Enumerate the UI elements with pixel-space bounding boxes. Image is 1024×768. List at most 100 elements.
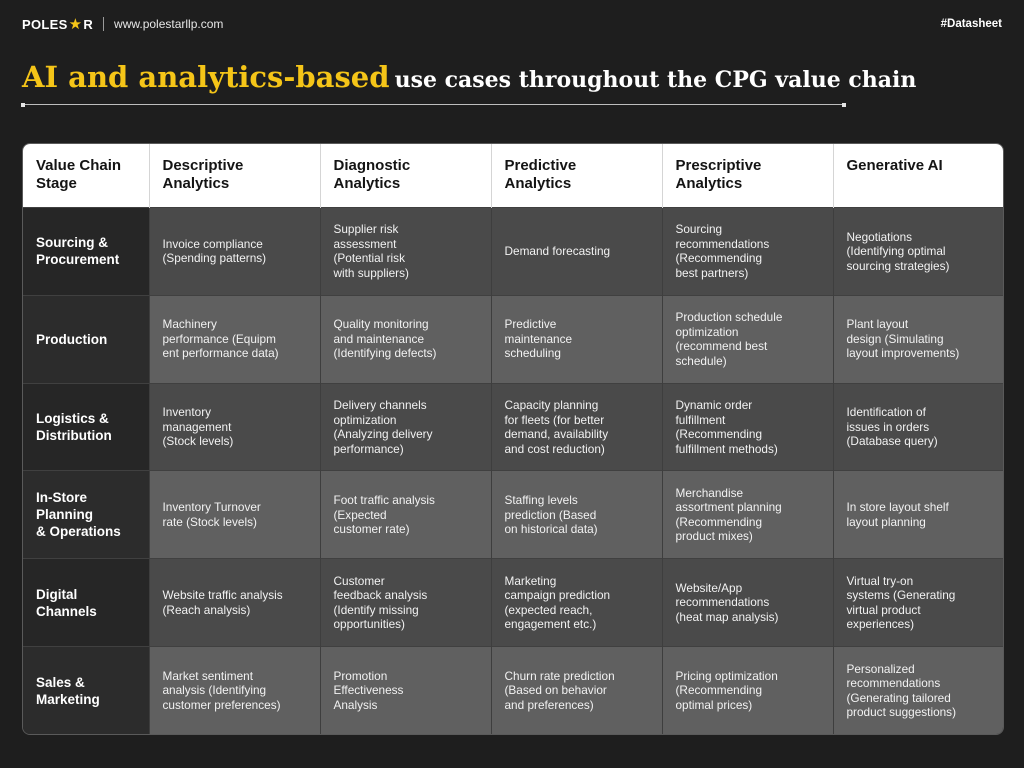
cell-text: Dynamic order fulfillment (Recommending … [675,398,778,456]
table-cell: Production schedule optimization (recomm… [662,294,834,384]
cell-text: Market sentiment analysis (Identifying c… [162,668,281,712]
cell-text: Demand forecasting [504,244,611,259]
cell-text: Delivery channels optimization (Analyzin… [333,398,433,456]
star-icon: ★ [68,15,83,33]
cell-text: Production schedule optimization (recomm… [675,310,783,368]
table-cell: Pricing optimization (Recommending optim… [662,646,834,734]
cell-text: Website/App recommendations (heat map an… [675,580,779,624]
table-cell: Plant layout design (Simulating layout i… [833,294,1003,384]
header-label: Descriptive Analytics [162,157,244,192]
stage-cell: Digital Channels [23,558,150,647]
table-cell: Predictive maintenance scheduling [491,294,663,384]
table-cell: Invoice compliance (Spending patterns) [149,207,321,296]
logo-text-left: POLES [22,16,68,32]
logo-text-right: R [83,16,94,32]
cell-text: Pricing optimization (Recommending optim… [675,668,778,712]
cell-text: Sourcing recommendations (Recommending b… [675,222,770,280]
cell-text: Predictive maintenance scheduling [504,317,573,361]
polestar-logo[interactable]: POLES ★ R [22,17,93,32]
cell-text: Inventory Turnover rate (Stock levels) [162,500,261,529]
table-cell: Promotion Effectiveness Analysis [320,646,492,734]
cell-text: Machinery performance (Equipm ent perfor… [162,317,279,361]
table-cell: Capacity planning for fleets (for better… [491,382,663,471]
header-prescriptive-analytics: Prescriptive Analytics [662,144,834,208]
stage-label: Sourcing & Procurement [36,235,120,268]
cell-text: Merchandise assortment planning (Recomme… [675,485,782,544]
header-label: Prescriptive Analytics [675,157,762,192]
title-rest: use cases throughout the CPG value chain [394,67,917,93]
cell-text: Virtual try-on systems (Generating virtu… [846,573,956,632]
header-label: Generative AI [846,157,943,174]
stage-label: In-Store Planning & Operations [36,490,121,540]
header-label: Value Chain Stage [36,157,122,192]
cell-text: Foot traffic analysis (Expected customer… [333,493,435,537]
header-generative-ai: Generative AI [833,144,1003,208]
stage-cell: Sales & Marketing [23,646,150,734]
table-cell: Personalized recommendations (Generating… [833,646,1003,734]
table-cell: Staffing levels prediction (Based on his… [491,470,663,559]
table-cell: Website/App recommendations (heat map an… [662,558,834,647]
website-link[interactable]: www.polestarllp.com [114,17,224,31]
header-label: Diagnostic Analytics [333,157,411,192]
header-descriptive-analytics: Descriptive Analytics [149,144,321,208]
cell-text: Marketing campaign prediction (expected … [504,573,611,632]
table-row: Sourcing & Procurement Invoice complianc… [23,207,1003,296]
table-cell: Identification of issues in orders (Data… [833,382,1003,471]
cell-text: Supplier risk assessment (Potential risk… [333,222,409,280]
cell-text: Personalized recommendations (Generating… [846,661,957,720]
table-row: Logistics & Distribution Inventory manag… [23,382,1003,471]
header-diagnostic-analytics: Diagnostic Analytics [320,144,492,208]
datasheet-tag: #Datasheet [940,18,1002,30]
title-highlight: AI and analytics-based [22,60,390,94]
cell-text: Website traffic analysis (Reach analysis… [162,588,283,617]
cell-text: Plant layout design (Simulating layout i… [846,317,960,361]
table-row: Sales & Marketing Market sentiment analy… [23,646,1003,734]
cell-text: Capacity planning for fleets (for better… [504,398,609,456]
stage-cell: Logistics & Distribution [23,382,150,471]
cell-text: Identification of issues in orders (Data… [846,405,938,449]
table-cell: Inventory management (Stock levels) [149,382,321,471]
top-bar: POLES ★ R www.polestarllp.com #Datasheet [22,14,1002,34]
cell-text: Quality monitoring and maintenance (Iden… [333,317,437,361]
cell-text: Negotiations (Identifying optimal sourci… [846,229,950,273]
stage-cell: Production [23,294,150,384]
table-cell: Negotiations (Identifying optimal sourci… [833,207,1003,296]
table-row: Digital Channels Website traffic analysi… [23,558,1003,647]
header-value-chain-stage: Value Chain Stage [23,144,150,208]
table-cell: Machinery performance (Equipm ent perfor… [149,294,321,384]
table-cell: Inventory Turnover rate (Stock levels) [149,470,321,559]
stage-label: Production [36,331,108,347]
table-cell: Merchandise assortment planning (Recomme… [662,470,834,559]
table-cell: Churn rate prediction (Based on behavior… [491,646,663,734]
table-cell: In store layout shelf layout planning [833,470,1003,559]
title-underline [21,102,846,107]
cell-text: In store layout shelf layout planning [846,500,949,529]
table-row: In-Store Planning & Operations Inventory… [23,470,1003,559]
stage-label: Sales & Marketing [36,674,100,707]
stage-cell: Sourcing & Procurement [23,207,150,296]
cell-text: Promotion Effectiveness Analysis [333,668,404,712]
table-cell: Delivery channels optimization (Analyzin… [320,382,492,471]
table-cell: Virtual try-on systems (Generating virtu… [833,558,1003,647]
table-cell: Website traffic analysis (Reach analysis… [149,558,321,647]
cell-text: Customer feedback analysis (Identify mis… [333,573,428,632]
page-title: AI and analytics-based use cases through… [22,60,916,94]
cell-text: Invoice compliance (Spending patterns) [162,236,267,266]
table-row: Production Machinery performance (Equipm… [23,294,1003,384]
cell-text: Staffing levels prediction (Based on his… [504,493,598,537]
cell-text: Inventory management (Stock levels) [162,405,234,449]
table-cell: Sourcing recommendations (Recommending b… [662,207,834,296]
header-predictive-analytics: Predictive Analytics [491,144,663,208]
cell-text: Churn rate prediction (Based on behavior… [504,668,615,712]
table-cell: Marketing campaign prediction (expected … [491,558,663,647]
table-cell: Foot traffic analysis (Expected customer… [320,470,492,559]
table-cell: Market sentiment analysis (Identifying c… [149,646,321,734]
stage-label: Digital Channels [36,586,97,619]
header-label: Predictive Analytics [504,157,577,192]
stage-cell: In-Store Planning & Operations [23,470,150,559]
table-cell: Supplier risk assessment (Potential risk… [320,207,492,296]
use-case-table: Value Chain Stage Descriptive Analytics … [22,143,1004,735]
table-cell: Demand forecasting [491,207,663,296]
table-cell: Quality monitoring and maintenance (Iden… [320,294,492,384]
table-cell: Dynamic order fulfillment (Recommending … [662,382,834,471]
